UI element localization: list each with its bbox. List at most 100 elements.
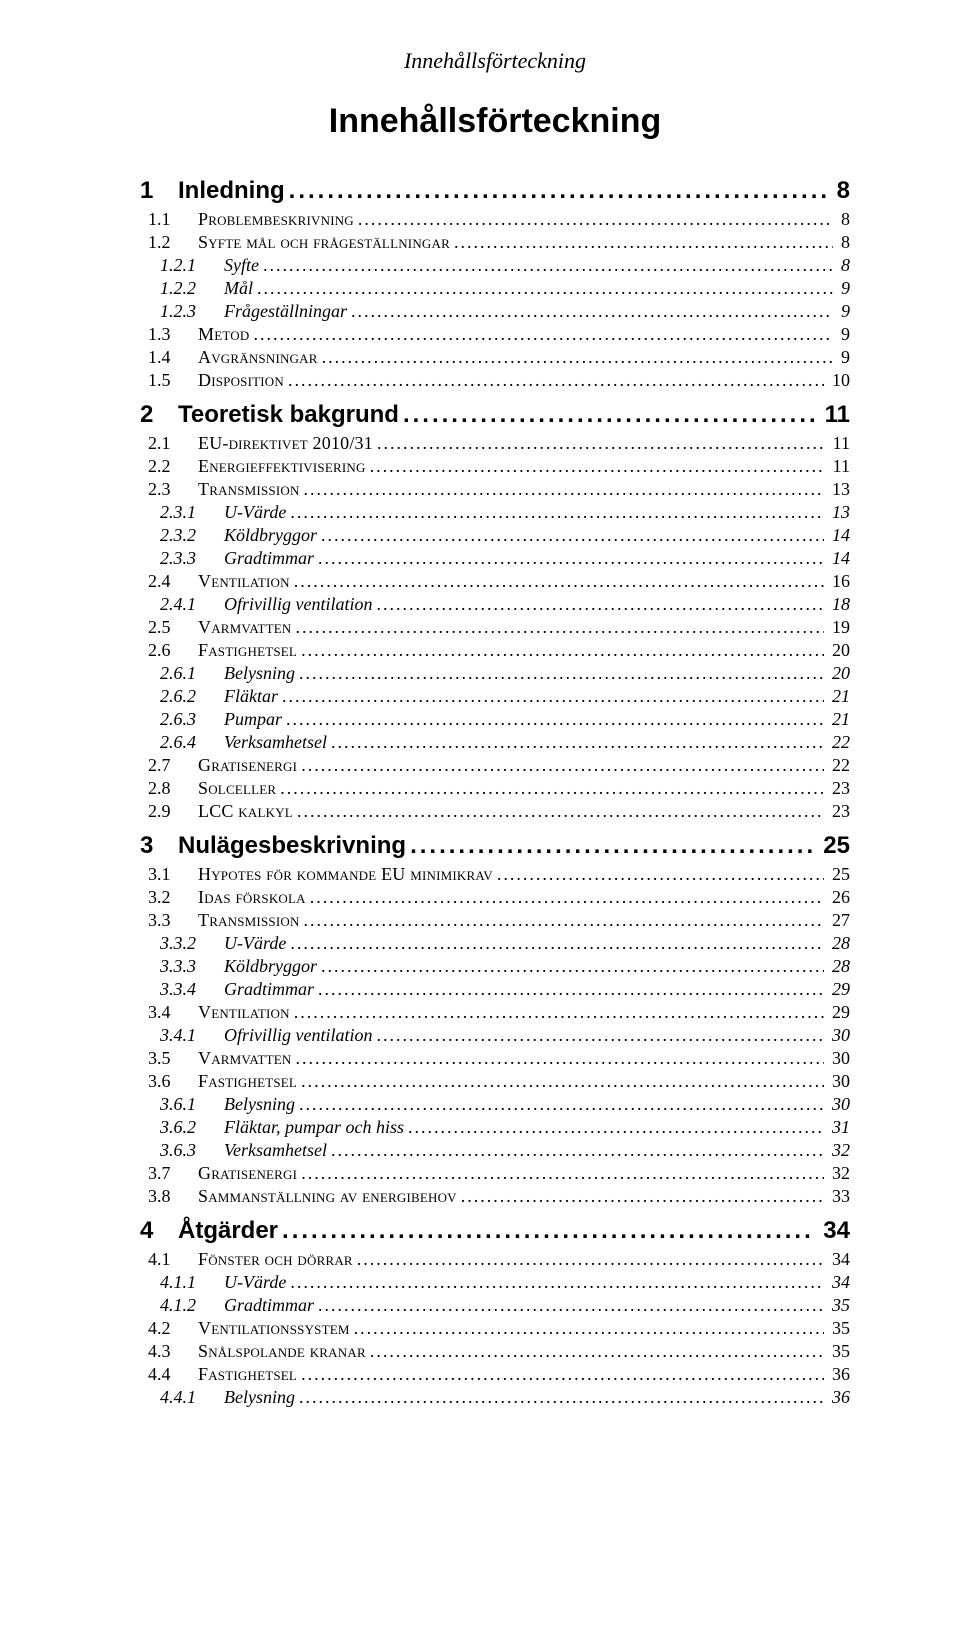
toc-page-number: 25 — [828, 864, 850, 885]
toc-entry: 2.6.3Pumpar21 — [160, 709, 850, 730]
toc-entry: 4.2Ventilationssystem35 — [148, 1318, 850, 1339]
toc-label: Idas förskola — [198, 887, 306, 908]
toc-leader — [454, 232, 833, 253]
toc-leader — [301, 755, 824, 776]
toc-label: U-Värde — [224, 933, 286, 954]
toc-page-number: 8 — [837, 232, 850, 253]
toc-entry: 4.1Fönster och dörrar34 — [148, 1249, 850, 1270]
toc-entry: 3.6.1Belysning30 — [160, 1094, 850, 1115]
toc-label: Varmvatten — [198, 617, 292, 638]
toc-label: Ventilation — [198, 571, 290, 592]
toc-number: 4.4 — [148, 1364, 198, 1385]
toc-entry: 2.4.1Ofrivillig ventilation18 — [160, 594, 850, 615]
toc-number: 2.7 — [148, 755, 198, 776]
toc-leader — [282, 1217, 815, 1245]
toc-number: 3.3.3 — [160, 956, 224, 977]
toc-leader — [301, 640, 824, 661]
toc-leader — [301, 1364, 824, 1385]
toc-label: Ofrivillig ventilation — [224, 594, 372, 615]
toc-number: 2.4 — [148, 571, 198, 592]
table-of-contents: 1Inledning81.1Problembeskrivning81.2Syft… — [140, 177, 850, 1408]
toc-entry: 3.4Ventilation 29 — [148, 1002, 850, 1023]
toc-entry: 2.6.2Fläktar21 — [160, 686, 850, 707]
toc-label: Fönster och dörrar — [198, 1249, 353, 1270]
toc-page-number: 20 — [828, 663, 850, 684]
toc-label: Mål — [224, 278, 253, 299]
toc-leader — [299, 1387, 824, 1408]
toc-page-number: 33 — [828, 1186, 850, 1207]
toc-label: Transmission — [198, 910, 300, 931]
toc-page-number: 8 — [833, 177, 850, 205]
toc-label: Syfte — [224, 255, 259, 276]
toc-leader — [318, 1295, 824, 1316]
toc-page-number: 11 — [829, 433, 850, 454]
toc-label: Gratisenergi — [198, 755, 297, 776]
toc-page-number: 31 — [828, 1117, 850, 1138]
toc-number: 3.5 — [148, 1048, 198, 1069]
toc-entry: 2.3.3Gradtimmar14 — [160, 548, 850, 569]
toc-page-number: 22 — [828, 732, 850, 753]
toc-entry: 2Teoretisk bakgrund11 — [140, 401, 850, 429]
toc-number: 2.6.2 — [160, 686, 224, 707]
toc-leader — [408, 1117, 824, 1138]
toc-label: Ventilation — [198, 1002, 290, 1023]
toc-page-number: 9 — [837, 324, 850, 345]
toc-entry: 2.6Fastighetsel20 — [148, 640, 850, 661]
toc-page-number: 25 — [819, 832, 850, 860]
toc-entry: 3.7Gratisenergi32 — [148, 1163, 850, 1184]
toc-label: Solceller — [198, 778, 276, 799]
toc-page-number: 11 — [821, 401, 850, 429]
toc-page-number: 32 — [828, 1163, 850, 1184]
toc-leader — [294, 1002, 824, 1023]
toc-entry: 1.3Metod9 — [148, 324, 850, 345]
toc-number: 3.4 — [148, 1002, 198, 1023]
toc-label: LCC kalkyl — [198, 801, 293, 822]
toc-page-number: 20 — [828, 640, 850, 661]
toc-number: 2.9 — [148, 801, 198, 822]
toc-number: 4 — [140, 1217, 178, 1245]
toc-leader — [318, 548, 824, 569]
toc-leader — [290, 933, 824, 954]
toc-entry: 3.2Idas förskola26 — [148, 887, 850, 908]
toc-entry: 2.8Solceller23 — [148, 778, 850, 799]
toc-leader — [318, 979, 824, 1000]
toc-page-number: 28 — [828, 933, 850, 954]
toc-leader — [331, 1140, 824, 1161]
toc-page-number: 11 — [829, 456, 850, 477]
toc-entry: 1.2.1Syfte8 — [160, 255, 850, 276]
toc-page-number: 21 — [828, 709, 850, 730]
toc-label: Fastighetsel — [198, 640, 297, 661]
toc-leader — [257, 278, 833, 299]
toc-page-number: 34 — [819, 1217, 850, 1245]
toc-entry: 3Nulägesbeskrivning 25 — [140, 832, 850, 860]
toc-label: Problembeskrivning — [198, 209, 354, 230]
toc-page-number: 32 — [828, 1140, 850, 1161]
toc-page-number: 9 — [837, 278, 850, 299]
toc-entry: 3.3.3Köldbryggor28 — [160, 956, 850, 977]
toc-number: 3 — [140, 832, 178, 860]
toc-label: Gradtimmar — [224, 548, 314, 569]
toc-label: Pumpar — [224, 709, 282, 730]
toc-entry: 4.4.1Belysning36 — [160, 1387, 850, 1408]
toc-entry: 3.3Transmission27 — [148, 910, 850, 931]
toc-page-number: 29 — [828, 1002, 850, 1023]
toc-label: Nulägesbeskrivning — [178, 832, 406, 860]
toc-entry: 1.2.2Mål9 — [160, 278, 850, 299]
toc-number: 4.2 — [148, 1318, 198, 1339]
toc-leader — [461, 1186, 824, 1207]
toc-entry: 4.1.2Gradtimmar35 — [160, 1295, 850, 1316]
toc-number: 2.6.1 — [160, 663, 224, 684]
toc-leader — [286, 709, 824, 730]
toc-entry: 1.4Avgränsningar9 — [148, 347, 850, 368]
toc-label: Ofrivillig ventilation — [224, 1025, 372, 1046]
toc-label: Belysning — [224, 663, 295, 684]
toc-entry: 4.3Snålspolande kranar35 — [148, 1341, 850, 1362]
page-title: Innehållsförteckning — [140, 102, 850, 141]
toc-number: 3.3 — [148, 910, 198, 931]
toc-page-number: 28 — [828, 956, 850, 977]
toc-entry: 3.4.1Ofrivillig ventilation30 — [160, 1025, 850, 1046]
toc-number: 3.6.3 — [160, 1140, 224, 1161]
toc-label: Köldbryggor — [224, 525, 317, 546]
toc-leader — [299, 663, 824, 684]
toc-leader — [263, 255, 833, 276]
